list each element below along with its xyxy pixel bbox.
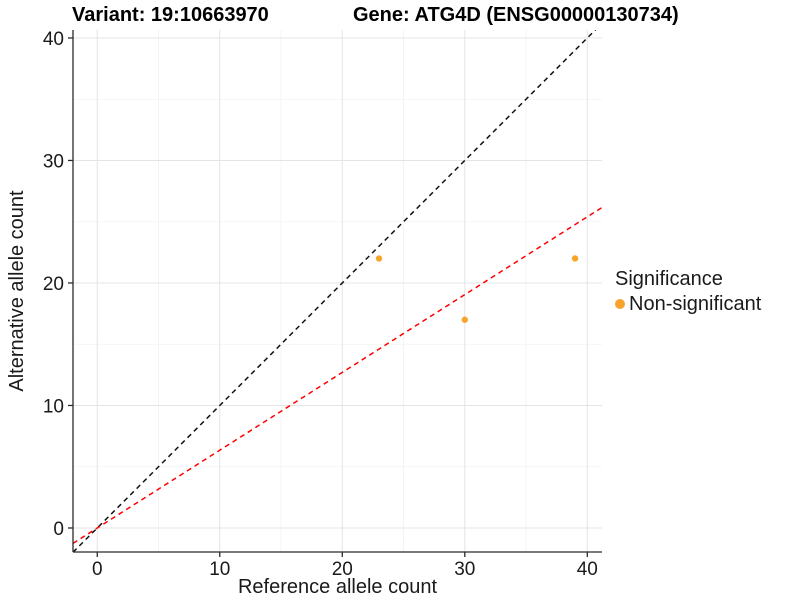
legend: Significance Non-significant [615, 268, 761, 315]
y-tick-label: 0 [53, 519, 64, 540]
gene-title: Gene: ATG4D (ENSG00000130734) [353, 4, 679, 26]
legend-title: Significance [615, 268, 723, 290]
x-tick-label: 0 [92, 559, 103, 580]
x-tick-label: 30 [454, 559, 475, 580]
y-tick-label: 20 [43, 274, 64, 295]
legend-entry: Non-significant [615, 293, 761, 315]
y-tick-label: 10 [43, 396, 64, 417]
fit-line [73, 206, 602, 545]
identity-line [73, 30, 597, 552]
legend-entry-label: Non-significant [629, 293, 762, 315]
y-axis-title: Alternative allele count [6, 190, 28, 392]
x-tick-label: 40 [577, 559, 598, 580]
x-tick-label: 10 [209, 559, 230, 580]
y-tick-label: 40 [43, 29, 64, 50]
data-point [375, 255, 383, 262]
y-tick-label: 30 [43, 151, 64, 172]
legend-point-icon [615, 299, 625, 309]
x-tick-label: 20 [332, 559, 353, 580]
variant-title: Variant: 19:10663970 [72, 4, 269, 26]
data-point [571, 255, 579, 262]
data-point [461, 316, 468, 323]
x-axis-title: Reference allele count [237, 576, 437, 598]
